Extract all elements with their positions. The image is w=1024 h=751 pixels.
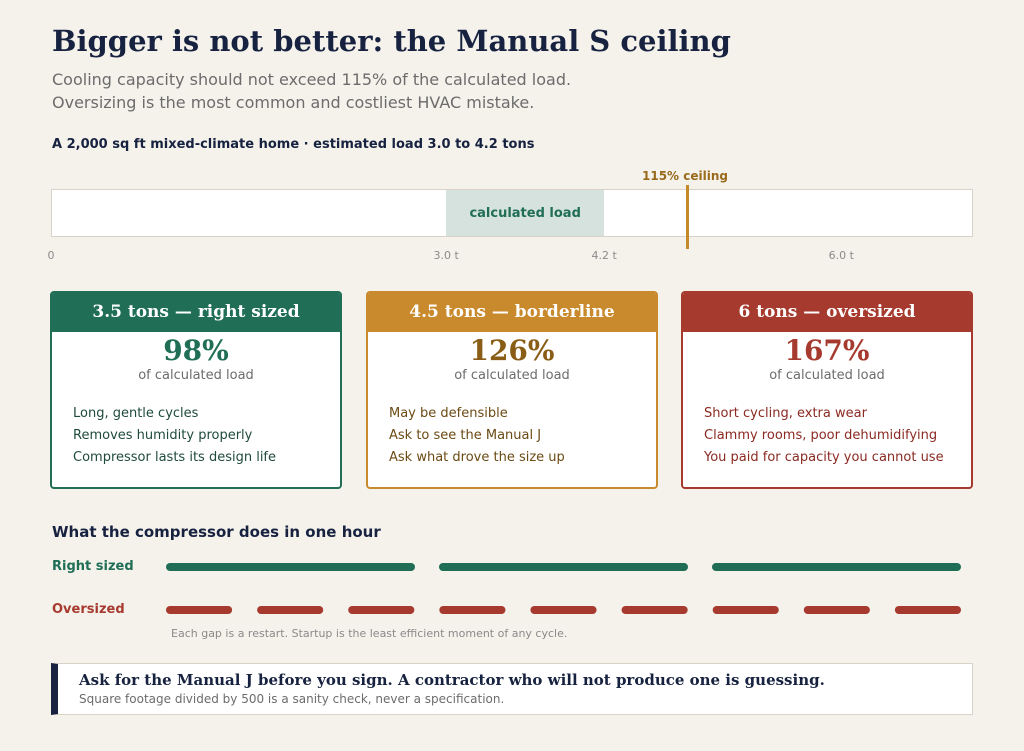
card-percent: 98% [163,334,229,367]
card-percent-sub: of calculated load [454,368,570,383]
card-points: Short cycling, extra wear Clammy rooms, … [683,403,971,469]
calculated-load-band: calculated load [446,190,605,236]
ceiling-marker [686,185,690,249]
card-point: Compressor lasts its design life [73,450,277,465]
compressor-note: Each gap is a restart. Startup is the le… [171,627,568,640]
card-point: Removes humidity properly [73,428,253,443]
scale-tick-label: 0 [47,249,55,262]
scale-tick-label: 4.2 t [591,249,617,262]
scale-tick-label: 6.0 t [828,249,854,262]
right-sized-row-label: Right sized [52,559,134,574]
card-point: May be defensible [389,406,508,421]
card-percent-sub: of calculated load [769,368,885,383]
card-heading: 3.5 tons — right sized [52,293,340,332]
card-percent: 167% [784,334,870,367]
subtitle-line-2: Oversizing is the most common and costli… [52,93,535,112]
card-point: Ask to see the Manual J [389,428,542,443]
home-context: A 2,000 sq ft mixed-climate home · estim… [52,137,535,152]
callout-main: Ask for the Manual J before you sign. A … [79,671,825,689]
subtitle-line-1: Cooling capacity should not exceed 115% … [52,70,572,89]
card-heading: 4.5 tons — borderline [368,293,656,332]
scale-tick-label: 3.0 t [433,249,459,262]
card-point: You paid for capacity you cannot use [704,450,944,465]
card-borderline: 4.5 tons — borderline 126% of calculated… [366,291,658,489]
oversized-row-label: Oversized [52,602,125,617]
card-point: Long, gentle cycles [73,406,199,421]
card-oversized: 6 tons — oversized 167% of calculated lo… [681,291,973,489]
card-right-sized: 3.5 tons — right sized 98% of calculated… [50,291,342,489]
callout-sub: Square footage divided by 500 is a sanit… [79,692,505,706]
ceiling-label: 115% ceiling [642,169,728,183]
card-percent-sub: of calculated load [138,368,254,383]
manual-j-callout: Ask for the Manual J before you sign. A … [51,663,973,715]
page-title: Bigger is not better: the Manual S ceili… [52,24,731,58]
page-subtitle: Cooling capacity should not exceed 115% … [52,68,571,114]
card-percent: 126% [469,334,555,367]
card-point: Ask what drove the size up [389,450,565,465]
card-point: Short cycling, extra wear [704,406,867,421]
card-points: May be defensible Ask to see the Manual … [368,403,656,469]
card-point: Clammy rooms, poor dehumidifying [704,428,938,443]
card-points: Long, gentle cycles Removes humidity pro… [52,403,340,469]
card-heading: 6 tons — oversized [683,293,971,332]
compressor-title: What the compressor does in one hour [52,523,381,541]
load-scale: calculated load [51,189,973,237]
